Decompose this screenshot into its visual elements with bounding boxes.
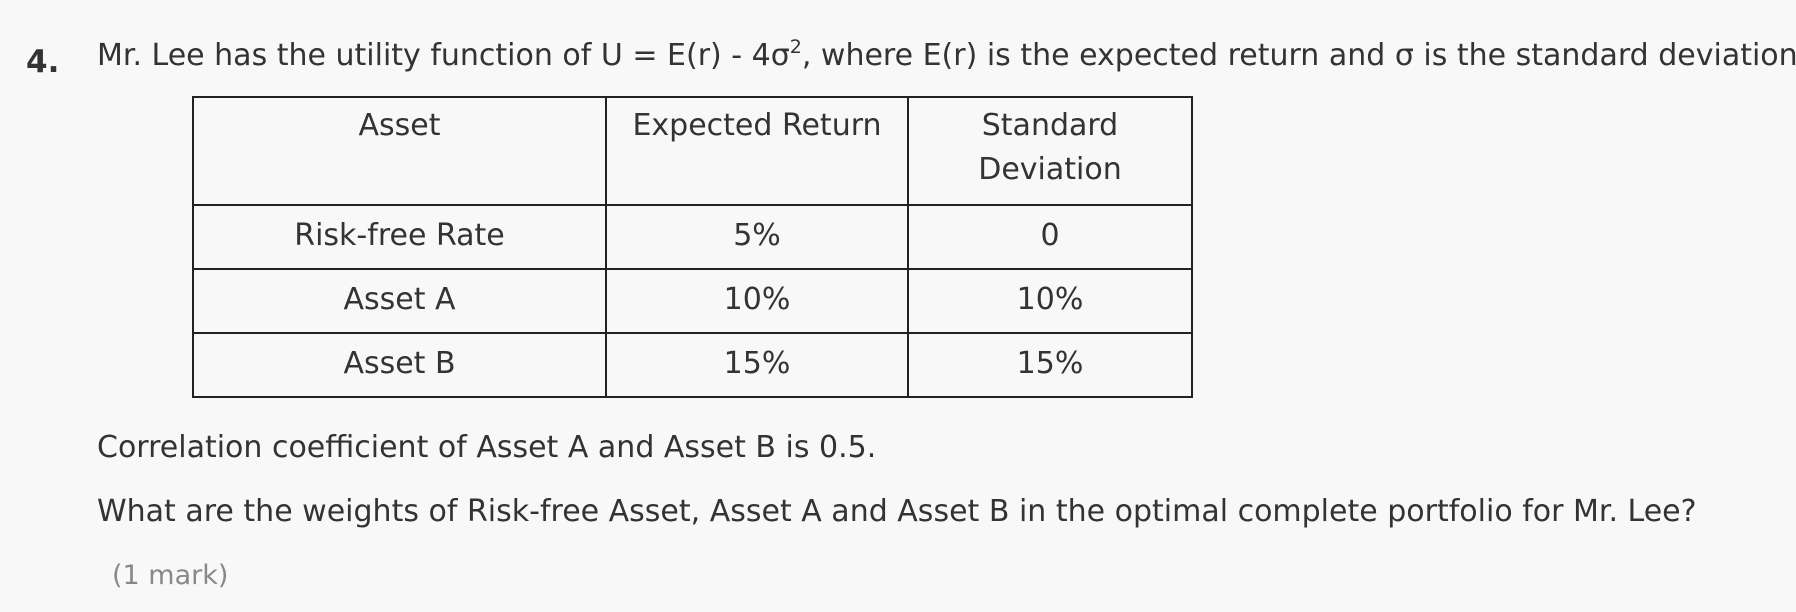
asset-table: Asset Expected Return Standard Deviation… (192, 96, 1193, 398)
marks-label: (1 mark) (112, 560, 229, 591)
question-text-part1: Mr. Lee has the utility function of U = … (97, 38, 790, 73)
question-text-part2: , where E(r) is the expected return and … (801, 38, 1796, 73)
cell-asset: Asset A (192, 268, 607, 334)
table-row: Asset A 10% 10% (192, 268, 1193, 334)
question-prompt: What are the weights of Risk-free Asset,… (97, 494, 1697, 529)
cell-asset: Risk-free Rate (192, 204, 607, 270)
header-expected-return: Expected Return (605, 96, 909, 206)
question-number: 4. (26, 44, 60, 80)
superscript-two: 2 (789, 36, 802, 58)
header-sd-line1: Standard (981, 108, 1119, 143)
question-text: Mr. Lee has the utility function of U = … (97, 34, 1796, 78)
correlation-text: Correlation coefficient of Asset A and A… (97, 430, 877, 465)
header-asset: Asset (192, 96, 607, 206)
table-header-row: Asset Expected Return Standard Deviation (192, 96, 1193, 206)
cell-standard-deviation: 0 (907, 204, 1193, 270)
cell-expected-return: 15% (605, 332, 909, 398)
header-sd-line2: Deviation (978, 152, 1122, 187)
cell-standard-deviation: 15% (907, 332, 1193, 398)
cell-standard-deviation: 10% (907, 268, 1193, 334)
cell-asset: Asset B (192, 332, 607, 398)
table-row: Asset B 15% 15% (192, 332, 1193, 398)
cell-expected-return: 5% (605, 204, 909, 270)
cell-expected-return: 10% (605, 268, 909, 334)
header-standard-deviation: Standard Deviation (907, 96, 1193, 206)
table-row: Risk-free Rate 5% 0 (192, 204, 1193, 270)
